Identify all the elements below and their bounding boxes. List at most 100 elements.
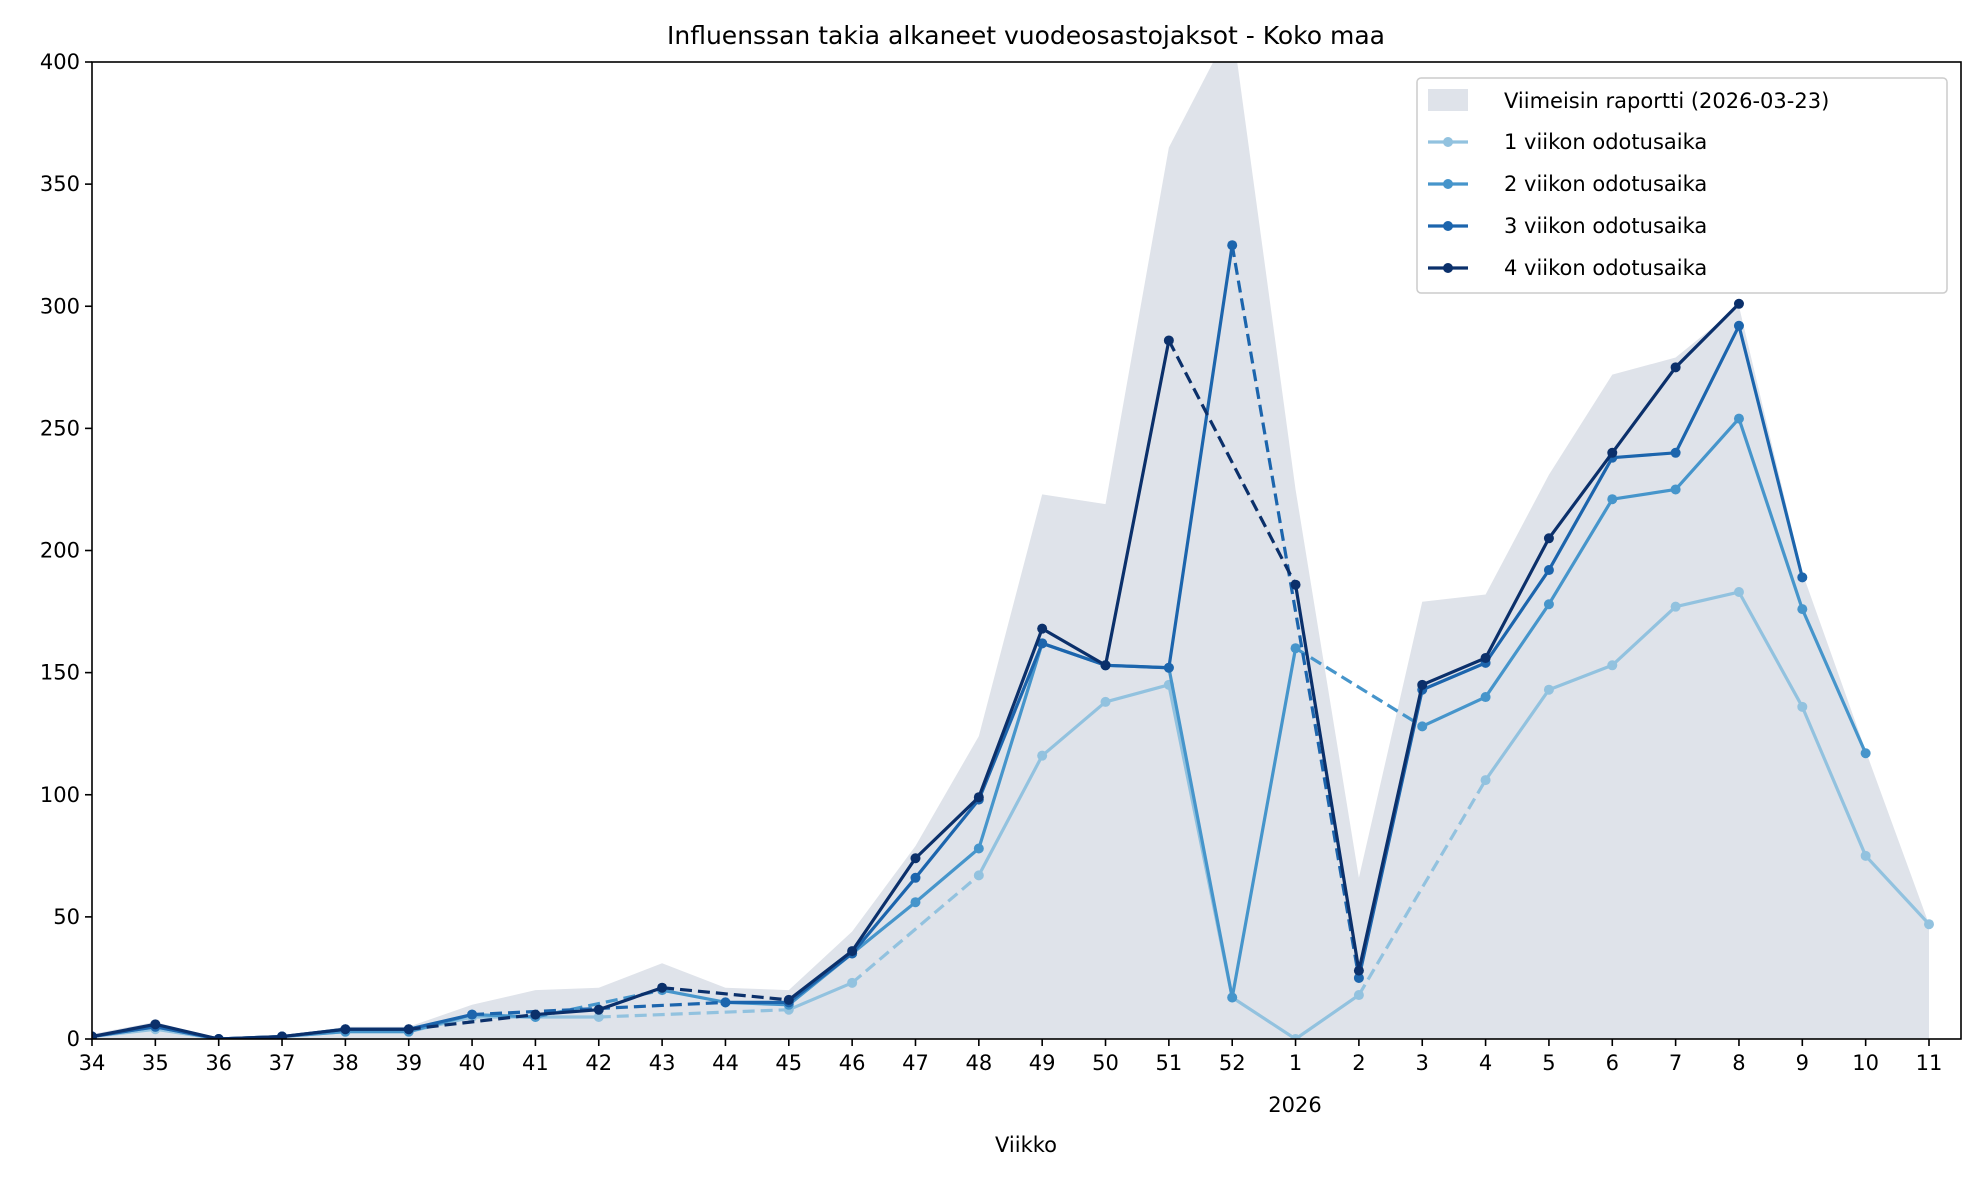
series-line-1 <box>1484 590 1931 926</box>
series-4-point-51 <box>1163 335 1174 346</box>
series-line-4 <box>92 1022 409 1039</box>
series-4-point-38 <box>340 1024 351 1035</box>
series-3-point-40 <box>467 1009 478 1020</box>
series-3-point-52 <box>1227 240 1238 251</box>
series-4-point-3 <box>1417 679 1428 690</box>
x-tick-label-52: 52 <box>1219 1051 1246 1075</box>
y-tick-label-400: 400 <box>40 50 80 74</box>
series-3-point-8 <box>1733 320 1744 331</box>
series-4-point-49 <box>1037 623 1048 634</box>
plot-area <box>92 62 1934 1039</box>
x-tick-label-48: 48 <box>965 1051 992 1075</box>
x-tick-label-6: 6 <box>1606 1051 1619 1075</box>
x-tick-label-34: 34 <box>79 1051 106 1075</box>
x-tick-label-47: 47 <box>902 1051 929 1075</box>
series-2-point-1 <box>1290 643 1301 654</box>
y-tick-label-100: 100 <box>40 783 80 807</box>
series-1-point-11 <box>1924 919 1934 930</box>
legend-frame <box>1416 77 1948 294</box>
series-3-point-7 <box>1670 447 1681 458</box>
y-tick-label-350: 350 <box>40 172 80 196</box>
series-2-point-48 <box>973 843 984 854</box>
legend-label-4: 4 viikon odotusaika <box>1504 256 1707 280</box>
legend-marker-3 <box>1443 221 1453 231</box>
y-tick-label-150: 150 <box>40 661 80 685</box>
series-4-point-48 <box>973 792 984 803</box>
series-2-point-9 <box>1797 604 1808 615</box>
y-tick-label-0: 0 <box>67 1027 80 1051</box>
series-gap-dash-4 <box>408 1012 536 1031</box>
x-tick-label-45: 45 <box>775 1051 802 1075</box>
series-gap-dash-1 <box>1357 779 1487 996</box>
series-4-point-46 <box>847 946 858 957</box>
series-1-point-48 <box>973 870 984 881</box>
y-tick-label-50: 50 <box>53 905 80 929</box>
series-gap-dash-1 <box>851 874 980 985</box>
series-4-point-2 <box>1353 965 1364 976</box>
series-1-point-46 <box>847 977 858 988</box>
series-gap-dash-1 <box>598 1008 789 1019</box>
series-3-point-51 <box>1163 662 1174 673</box>
series-line-2 <box>1421 417 1868 754</box>
legend-swatch-area <box>1428 89 1468 111</box>
year-label: 2026 <box>1268 1093 1321 1117</box>
x-tick-label-49: 49 <box>1029 1051 1056 1075</box>
plot-clip-group <box>92 62 1934 1039</box>
x-tick-label-3: 3 <box>1416 1051 1429 1075</box>
series-2-point-7 <box>1670 484 1681 495</box>
x-tick-label-1: 1 <box>1289 1051 1302 1075</box>
x-tick-label-43: 43 <box>649 1051 676 1075</box>
series-4-point-43 <box>657 982 668 993</box>
series-gap-dash-3 <box>1230 244 1361 979</box>
series-line-4 <box>1293 302 1741 973</box>
series-1-point-2 <box>1353 990 1364 1001</box>
series-2-point-47 <box>910 897 921 908</box>
series-4-point-45 <box>783 994 794 1005</box>
x-tick-label-51: 51 <box>1155 1051 1182 1075</box>
x-axis-label: Viikko <box>995 1133 1057 1157</box>
legend-marker-2 <box>1443 179 1453 189</box>
series-3-point-2 <box>1353 972 1364 983</box>
series-3-point-9 <box>1797 572 1808 583</box>
series-4-point-36 <box>213 1034 224 1039</box>
series-1-point-42 <box>593 1012 604 1023</box>
series-3-point-49 <box>1037 638 1048 649</box>
series-line-1 <box>788 981 853 1012</box>
x-tick-label-7: 7 <box>1669 1051 1682 1075</box>
series-1-point-1 <box>1290 1034 1301 1039</box>
series-2-point-4 <box>1480 692 1491 703</box>
series-3-point-44 <box>720 997 731 1008</box>
legend-marker-4 <box>1443 263 1453 273</box>
series-gap-dash-4 <box>1167 339 1297 586</box>
series-4-point-50 <box>1100 660 1111 671</box>
legend-label-2: 2 viikon odotusaika <box>1504 172 1707 196</box>
series-4-point-35 <box>150 1019 161 1030</box>
x-tick-label-4: 4 <box>1479 1051 1492 1075</box>
x-tick-label-37: 37 <box>269 1051 296 1075</box>
series-4-point-6 <box>1607 447 1618 458</box>
series-2-point-5 <box>1543 599 1554 610</box>
series-1-point-6 <box>1607 660 1618 671</box>
series-1-point-10 <box>1860 850 1871 861</box>
series-4-point-34 <box>92 1031 97 1039</box>
chart-title: Influenssan takia alkaneet vuodeosastoja… <box>667 21 1385 50</box>
legend: Viimeisin raportti (2026-03-23) 1 viikon… <box>1416 77 1948 294</box>
x-tick-label-38: 38 <box>332 1051 359 1075</box>
series-1-point-9 <box>1797 701 1808 712</box>
x-tick-label-11: 11 <box>1916 1051 1943 1075</box>
x-tick-label-41: 41 <box>522 1051 549 1075</box>
legend-label-3: 3 viikon odotusaika <box>1504 214 1707 238</box>
x-tick-label-50: 50 <box>1092 1051 1119 1075</box>
x-tick-label-5: 5 <box>1542 1051 1555 1075</box>
series-1-point-8 <box>1733 587 1744 598</box>
series-4-point-39 <box>403 1024 414 1035</box>
series-4-point-8 <box>1733 298 1744 309</box>
series-4-point-47 <box>910 853 921 864</box>
x-tick-label-46: 46 <box>839 1051 866 1075</box>
series-4-point-1 <box>1290 579 1301 590</box>
x-tick-label-42: 42 <box>585 1051 612 1075</box>
series-2-point-6 <box>1607 494 1618 505</box>
series-line-3 <box>1357 324 1804 979</box>
